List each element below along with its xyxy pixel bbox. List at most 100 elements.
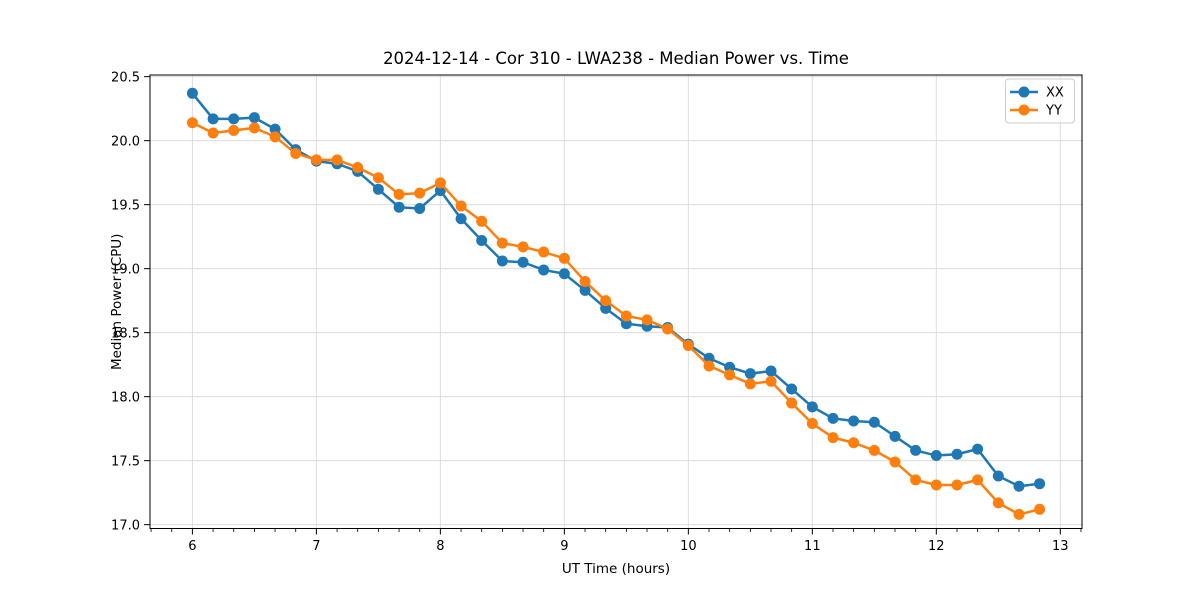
y-tick-label: 20.5 (111, 70, 140, 85)
y-tick-label: 18.5 (111, 326, 140, 341)
x-tick-label: 8 (436, 539, 444, 554)
series-yy-marker (186, 117, 198, 129)
series-xx-marker (992, 470, 1004, 482)
series-yy-marker (600, 295, 612, 307)
series-xx-marker (765, 365, 777, 377)
series-yy-marker (848, 437, 860, 449)
series-xx-marker (517, 256, 529, 268)
series-xx-marker (951, 448, 963, 460)
series-xx-marker (806, 401, 818, 413)
series-yy-marker (1013, 508, 1025, 520)
series-xx-marker (620, 318, 632, 330)
series-yy-marker (538, 246, 550, 258)
series-yy-marker (372, 172, 384, 184)
series-yy-marker (992, 497, 1004, 509)
series-xx-marker (538, 264, 550, 276)
series-xx-marker (868, 416, 880, 428)
series-xx-marker (972, 443, 984, 455)
series-yy-marker (248, 122, 260, 134)
series-yy-marker (910, 474, 922, 486)
series-yy-marker (765, 375, 777, 387)
series-xx-marker (372, 183, 384, 195)
x-axis-label: UT Time (hours) (562, 561, 670, 577)
series-yy-marker (827, 432, 839, 444)
x-tick-label: 7 (312, 539, 320, 554)
series-xx-line (191, 92, 1041, 488)
series-yy-marker (310, 154, 322, 166)
series-yy-marker (951, 479, 963, 491)
series-xx-marker (930, 450, 942, 462)
series-xx-marker (1013, 480, 1025, 492)
series-xx-marker (703, 352, 715, 364)
y-tick-label: 17.0 (111, 518, 140, 533)
series-yy-marker (476, 215, 488, 227)
series-yy-marker (806, 418, 818, 430)
x-tick-label: 12 (928, 539, 945, 554)
series-xx-marker (269, 123, 281, 135)
series-xx-marker (455, 213, 467, 225)
series-yy-marker (620, 310, 632, 322)
series-xx-marker (207, 113, 219, 125)
series-xx-marker (848, 415, 860, 427)
series-yy-marker (434, 177, 446, 189)
legend-yy-label: YY (1045, 104, 1062, 119)
x-tick-label: 10 (680, 539, 697, 554)
series-xx-marker (1034, 478, 1046, 490)
series-yy-marker (207, 127, 219, 139)
series-yy-line (191, 121, 1041, 516)
y-tick-label: 17.5 (111, 454, 140, 469)
series-xx-marker (558, 268, 570, 280)
series-yy-marker (517, 241, 529, 253)
x-tick-label: 9 (560, 539, 568, 554)
series-yy-marker (786, 397, 798, 409)
series-yy-marker (228, 124, 240, 136)
series-xx-marker (228, 113, 240, 125)
series-xx-marker (393, 201, 405, 213)
y-tick-label: 20.0 (111, 134, 140, 149)
axes-spines (149, 74, 1083, 529)
x-tick-label: 11 (804, 539, 821, 554)
series-xx-marker (744, 368, 756, 380)
y-tick-label: 19.5 (111, 198, 140, 213)
legend-xx-label: XX (1046, 86, 1064, 101)
legend-xx-marker (1018, 86, 1030, 98)
series-yy-marker (1034, 503, 1046, 515)
series-yy-marker (269, 131, 281, 143)
series-yy-marker (496, 237, 508, 249)
series-xx-marker (248, 112, 260, 124)
series-xx-marker (786, 383, 798, 395)
series-yy-marker (455, 200, 467, 212)
series-yy-marker (558, 252, 570, 264)
series-xx-marker (600, 302, 612, 314)
series-xx-marker (910, 444, 922, 456)
series-yy-marker (641, 314, 653, 326)
series-yy-marker (930, 479, 942, 491)
series-xx-marker (889, 430, 901, 442)
series-xx-marker (724, 361, 736, 373)
legend-yy-marker (1018, 104, 1030, 116)
y-axis-label: Median Power (CPU) (109, 234, 125, 370)
series-xx-marker (496, 255, 508, 267)
series-yy-marker (682, 339, 694, 351)
series-yy-marker (744, 378, 756, 390)
series-yy-marker (414, 187, 426, 199)
series-yy-marker (889, 456, 901, 468)
series-yy-marker (724, 369, 736, 381)
y-tick-label: 19.0 (111, 262, 140, 277)
chart-title: 2024-12-14 - Cor 310 - LWA238 - Median P… (383, 49, 849, 68)
y-tick-label: 18.0 (111, 390, 140, 405)
x-tick-label: 13 (1052, 539, 1069, 554)
series-yy-marker (868, 444, 880, 456)
series-xx-marker (476, 235, 488, 247)
series-yy-marker (662, 323, 674, 335)
series-yy-marker (352, 162, 364, 174)
series-yy-marker (579, 275, 591, 287)
series-yy-marker (290, 147, 302, 159)
series-yy-marker (393, 188, 405, 200)
series-xx-marker (186, 87, 198, 99)
series-xx-marker (414, 203, 426, 215)
series-xx-marker (579, 284, 591, 296)
series-yy-marker (972, 474, 984, 486)
